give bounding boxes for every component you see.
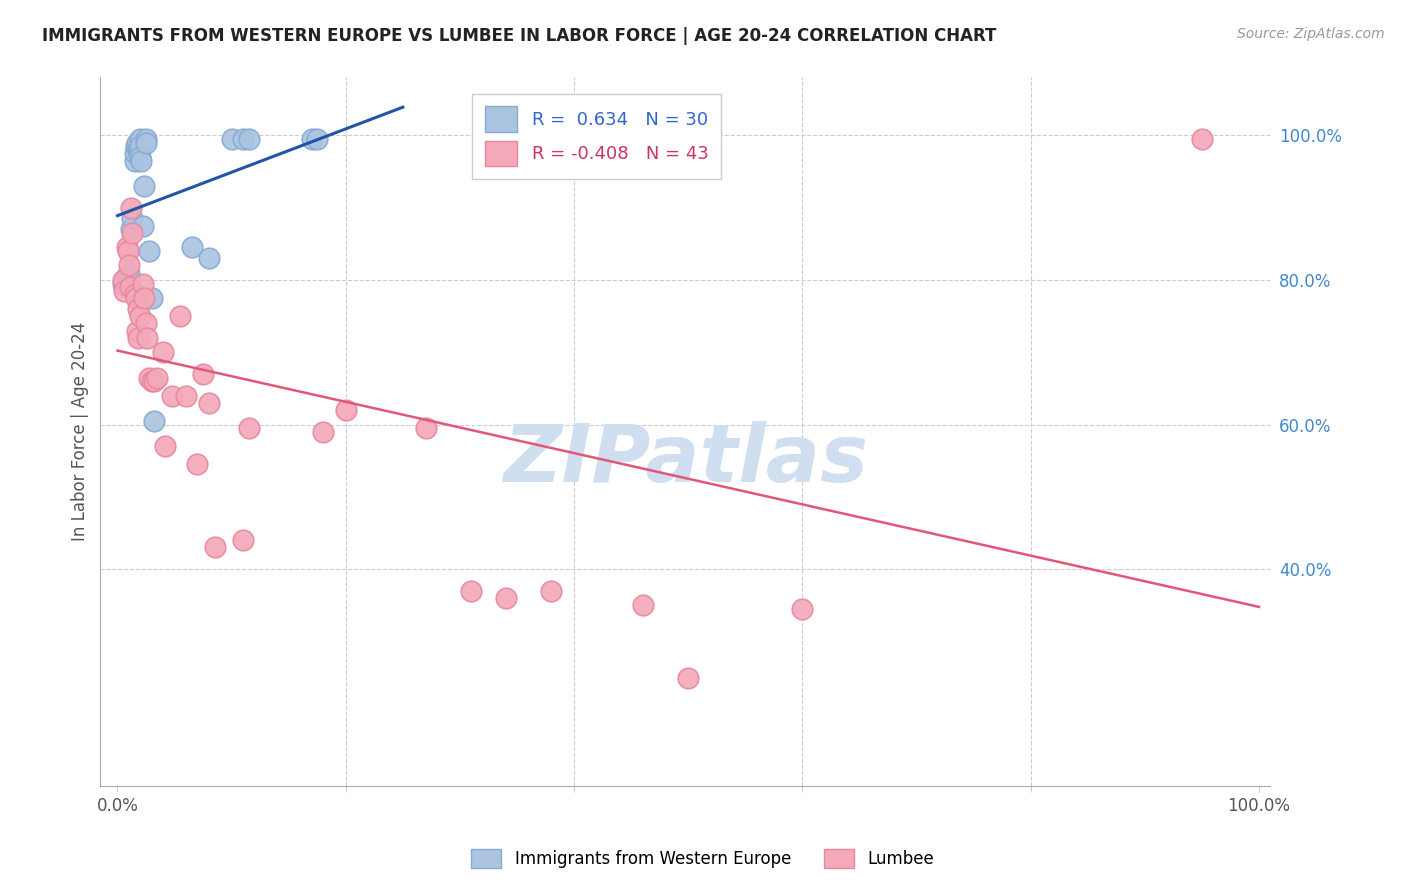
Point	[120, 201, 142, 215]
Point	[132, 291, 155, 305]
Point	[232, 533, 254, 548]
Point	[135, 132, 157, 146]
Point	[138, 244, 160, 258]
Point	[631, 599, 654, 613]
Point	[307, 132, 329, 146]
Point	[186, 458, 208, 472]
Text: ZIPatlas: ZIPatlas	[503, 421, 868, 500]
Point	[460, 583, 482, 598]
Point	[115, 240, 138, 254]
Point	[124, 146, 146, 161]
Point	[792, 602, 814, 616]
Point	[125, 291, 148, 305]
Point	[301, 132, 323, 146]
Point	[312, 425, 335, 439]
Point	[118, 280, 141, 294]
Point	[152, 345, 174, 359]
Point	[143, 414, 166, 428]
Point	[121, 226, 143, 240]
Point	[118, 266, 141, 280]
Point	[174, 389, 197, 403]
Text: IMMIGRANTS FROM WESTERN EUROPE VS LUMBEE IN LABOR FORCE | AGE 20-24 CORRELATION : IMMIGRANTS FROM WESTERN EUROPE VS LUMBEE…	[42, 27, 997, 45]
Point	[495, 591, 517, 606]
Point	[128, 146, 150, 161]
Point	[221, 132, 243, 146]
Point	[335, 403, 357, 417]
Point	[162, 389, 184, 403]
Point	[121, 211, 143, 226]
Point	[112, 277, 135, 291]
Y-axis label: In Labor Force | Age 20-24: In Labor Force | Age 20-24	[72, 322, 89, 541]
Point	[112, 273, 135, 287]
Legend: R =  0.634   N = 30, R = -0.408   N = 43: R = 0.634 N = 30, R = -0.408 N = 43	[472, 94, 721, 179]
Point	[129, 139, 152, 153]
Point	[125, 136, 148, 150]
Point	[135, 316, 157, 330]
Point	[141, 291, 163, 305]
Point	[198, 396, 221, 410]
Legend: Immigrants from Western Europe, Lumbee: Immigrants from Western Europe, Lumbee	[465, 842, 941, 875]
Point	[115, 269, 138, 284]
Point	[143, 374, 166, 388]
Point	[118, 259, 141, 273]
Point	[1191, 132, 1213, 146]
Point	[129, 132, 152, 146]
Text: Source: ZipAtlas.com: Source: ZipAtlas.com	[1237, 27, 1385, 41]
Point	[112, 284, 135, 298]
Point	[135, 136, 157, 150]
Point	[238, 421, 260, 435]
Point	[155, 439, 177, 453]
Point	[132, 178, 155, 193]
Point	[129, 309, 152, 323]
Point	[232, 132, 254, 146]
Point	[118, 273, 141, 287]
Point	[678, 671, 700, 685]
Point	[169, 309, 191, 323]
Point	[124, 287, 146, 301]
Point	[146, 370, 169, 384]
Point	[136, 331, 159, 345]
Point	[125, 324, 148, 338]
Point	[191, 367, 214, 381]
Point	[129, 150, 152, 164]
Point	[131, 277, 153, 291]
Point	[124, 153, 146, 168]
Point	[198, 251, 221, 265]
Point	[125, 139, 148, 153]
Point	[141, 374, 163, 388]
Point	[180, 240, 202, 254]
Point	[131, 153, 153, 168]
Point	[127, 331, 149, 345]
Point	[415, 421, 437, 435]
Point	[540, 583, 562, 598]
Point	[127, 143, 149, 157]
Point	[120, 222, 142, 236]
Point	[131, 219, 153, 233]
Point	[204, 541, 226, 555]
Point	[127, 301, 149, 316]
Point	[117, 244, 139, 258]
Point	[138, 370, 160, 384]
Point	[238, 132, 260, 146]
